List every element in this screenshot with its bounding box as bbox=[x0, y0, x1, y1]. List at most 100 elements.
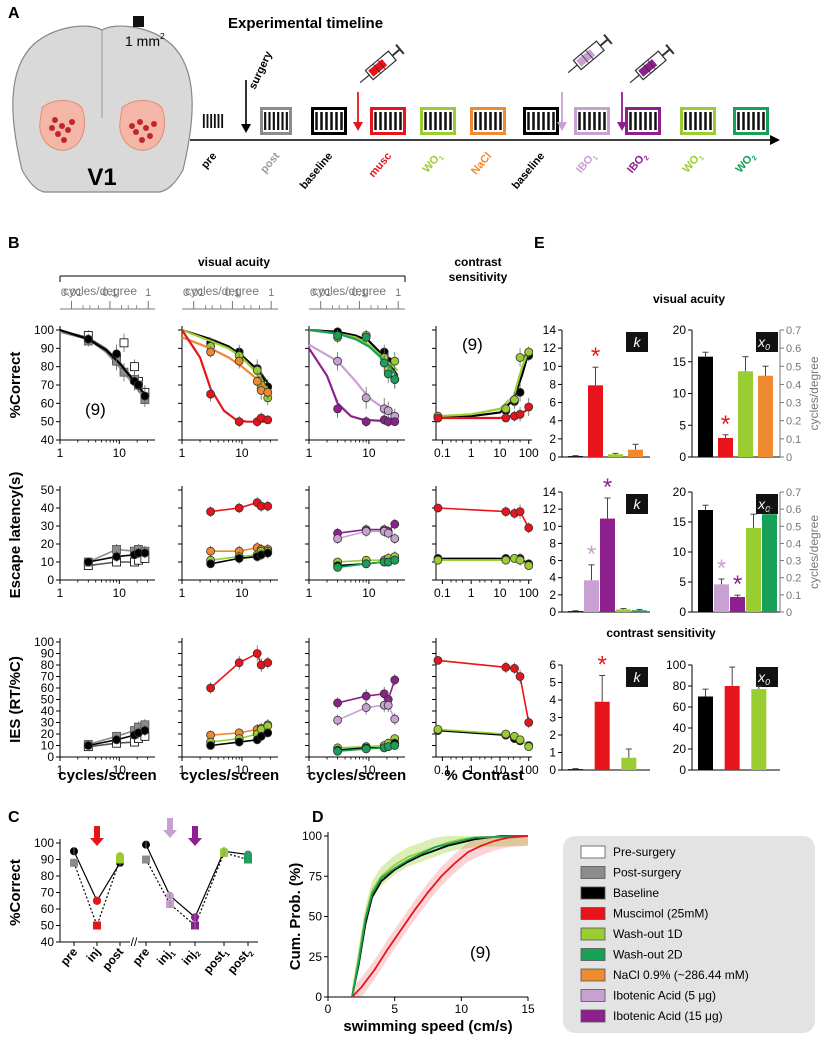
grating-stripe bbox=[268, 112, 271, 130]
scale-square bbox=[133, 16, 144, 27]
y-tick-label: 14 bbox=[543, 485, 557, 499]
x-tick-label: 1 bbox=[179, 763, 186, 777]
data-point-circle bbox=[515, 555, 525, 565]
bar-nacl-0-9- bbox=[628, 449, 643, 457]
contrast-header-1: contrast bbox=[454, 255, 501, 269]
data-point-circle bbox=[333, 404, 342, 414]
x-tick-label: post1 bbox=[201, 945, 232, 978]
stimulus-background bbox=[736, 110, 766, 132]
legend-item-label: Baseline bbox=[613, 886, 659, 900]
x-tick-label: post2 bbox=[225, 945, 256, 978]
grating-stripe bbox=[439, 112, 442, 130]
data-point-circle bbox=[206, 546, 215, 556]
bar-baseline bbox=[698, 696, 713, 770]
y-tick-label: 90 bbox=[41, 853, 55, 867]
legend-item-label: Post-surgery bbox=[613, 866, 681, 880]
x-tick-label: 1 bbox=[179, 586, 186, 600]
y-tick-label: 40 bbox=[673, 721, 687, 735]
y2-tick-label: 0.5 bbox=[786, 361, 801, 373]
series-baseline bbox=[206, 547, 273, 569]
x-axis-label: cycles/screen bbox=[308, 767, 406, 784]
timeline-title: Experimental timeline bbox=[228, 15, 383, 32]
y2-tick-label: 0.6 bbox=[786, 504, 801, 516]
y2-tick-label: 0.4 bbox=[786, 379, 801, 391]
n-label: (9) bbox=[85, 400, 106, 419]
injection-site-marker bbox=[69, 119, 75, 125]
panel-label-c: C bbox=[8, 809, 20, 826]
cpd-tick-label: 0.01 bbox=[183, 287, 204, 299]
surgery-arrowhead bbox=[241, 124, 251, 133]
data-point-circle bbox=[361, 393, 371, 403]
data-point-circle bbox=[83, 741, 93, 750]
grating-stripe bbox=[704, 112, 707, 130]
chart-E-acuity-x02: 0 5 10 15 20 0 0.1 0.2 0.3 0.4 0.5 0.6 0.7 cycles/deg… bbox=[673, 485, 821, 619]
data-point-circle bbox=[390, 519, 400, 529]
legend-swatch bbox=[580, 948, 606, 961]
x-tick-label: 10 bbox=[113, 586, 127, 600]
grating-stripe bbox=[374, 112, 377, 130]
injection-site-marker bbox=[49, 125, 55, 131]
y-tick-label: 0 bbox=[679, 605, 686, 619]
grating-stripe bbox=[474, 112, 477, 130]
data-point-square bbox=[93, 921, 101, 930]
injection-site-marker bbox=[147, 133, 153, 139]
syringe-tick bbox=[647, 59, 656, 70]
x-axis-label: swimming speed (cm/s) bbox=[343, 1018, 512, 1035]
chart-B-r2-c3: 1 10 bbox=[305, 486, 405, 600]
significance-star: * bbox=[587, 541, 596, 568]
cpd-tick-label: 1 bbox=[268, 287, 274, 299]
fit-curve bbox=[308, 328, 399, 379]
cpd-axis-label: cycles/degree bbox=[185, 284, 259, 298]
bar-wash-out-1d bbox=[738, 371, 753, 457]
data-point-circle bbox=[361, 703, 371, 712]
grating-stripe bbox=[340, 112, 343, 130]
grating-stripe bbox=[424, 112, 427, 130]
bar-muscimol bbox=[594, 701, 610, 770]
significance-star: * bbox=[597, 652, 606, 679]
fit-curve bbox=[437, 349, 530, 418]
y-tick-label: 5 bbox=[679, 575, 686, 589]
grating-stripe bbox=[689, 112, 692, 130]
bar-wash-out-2d bbox=[632, 610, 647, 612]
syringe-plunger bbox=[661, 48, 671, 57]
syringe-tick bbox=[580, 53, 590, 64]
y-tick-label: 90 bbox=[41, 647, 55, 661]
x-tick-label: inj bbox=[84, 945, 104, 965]
x-tick-label: 1 bbox=[468, 446, 475, 460]
y-tick-label: 40 bbox=[41, 501, 55, 515]
syringe-needle bbox=[629, 74, 640, 84]
syringe-ibo1-icon bbox=[567, 34, 613, 74]
data-point-circle bbox=[112, 735, 121, 745]
data-point-circle bbox=[524, 402, 534, 412]
y-tick-label: 0 bbox=[47, 750, 54, 764]
param-label-box bbox=[756, 667, 778, 687]
data-point-circle bbox=[361, 744, 371, 754]
data-point-circle bbox=[524, 561, 534, 570]
y-tick-label: 1 bbox=[549, 746, 556, 760]
grating-stripe bbox=[399, 112, 402, 130]
y-tick-label: 3 bbox=[549, 711, 556, 725]
y-tick-label: 5 bbox=[679, 418, 686, 432]
data-point-circle bbox=[252, 649, 262, 658]
y-tick-label: 5 bbox=[549, 676, 556, 690]
stimulus-6 bbox=[523, 107, 559, 135]
series-baseline bbox=[83, 547, 150, 567]
grating-stripe bbox=[598, 112, 601, 130]
data-point-circle bbox=[206, 683, 215, 693]
data-point-circle bbox=[515, 507, 525, 517]
data-point-circle bbox=[501, 404, 511, 414]
y2-tick-label: 0.2 bbox=[786, 573, 801, 585]
y-tick-label: 0 bbox=[549, 763, 556, 777]
cpd-axis-label: cycles/degree bbox=[312, 284, 386, 298]
cpd-tick-label: 0.01 bbox=[61, 287, 82, 299]
y-tick-label: 15 bbox=[673, 355, 687, 369]
grating-stripe bbox=[737, 112, 740, 130]
bar-ibo-5ug bbox=[584, 580, 599, 612]
data-point-circle bbox=[333, 534, 342, 543]
x-tick-label: 0.1 bbox=[434, 586, 451, 600]
x-tick-label: 10 bbox=[493, 763, 507, 777]
data-point-circle bbox=[333, 715, 342, 725]
y-tick-label: 100 bbox=[302, 829, 322, 843]
legend-swatch bbox=[580, 1009, 606, 1023]
